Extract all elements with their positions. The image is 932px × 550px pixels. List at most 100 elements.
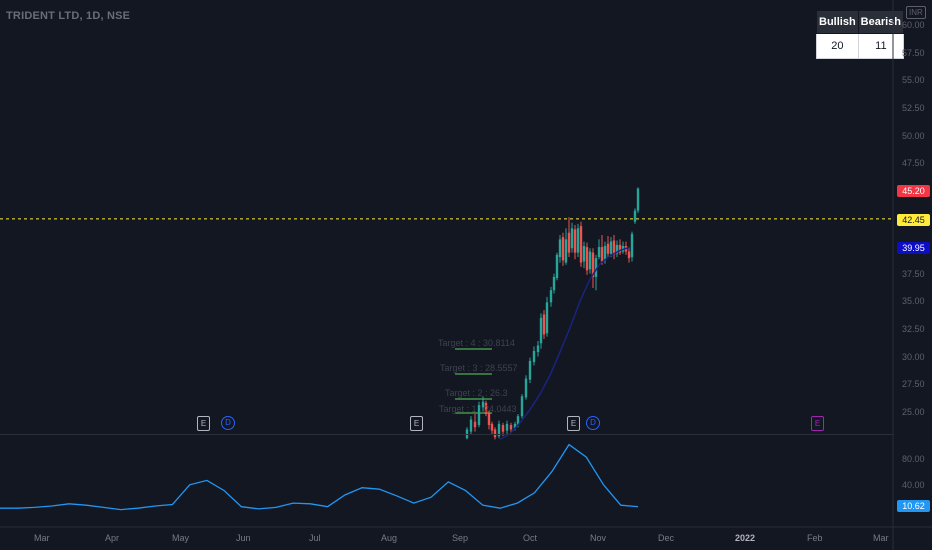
candle-body <box>591 252 595 277</box>
candle-body <box>481 401 485 408</box>
earnings-marker[interactable]: E <box>197 416 210 431</box>
price-tick: 47.50 <box>902 158 925 169</box>
pane-separator[interactable] <box>0 434 893 435</box>
candle-body <box>615 244 619 254</box>
time-tick: Jul <box>309 533 321 543</box>
dividend-marker[interactable]: D <box>221 416 235 430</box>
candle-body <box>528 360 532 380</box>
bullish-header: Bullish <box>816 10 859 34</box>
candle-body <box>567 232 571 253</box>
osc-tick-40: 40.00 <box>902 480 925 490</box>
ma-price-badge: 39.95 <box>897 242 930 254</box>
bullish-count: 20 <box>816 33 859 59</box>
candle-body <box>490 423 494 431</box>
candle-body <box>505 423 509 431</box>
price-tick: 55.00 <box>902 75 925 86</box>
candle-body <box>469 419 473 432</box>
price-tick: 35.00 <box>902 296 925 307</box>
candle-body <box>552 276 556 291</box>
candle-body <box>539 317 543 344</box>
candle-body <box>564 239 568 263</box>
candle-body <box>561 237 565 261</box>
candle-body <box>582 246 586 262</box>
price-tick: 37.50 <box>902 268 925 279</box>
candle-body <box>630 233 634 258</box>
earnings-marker[interactable]: E <box>410 416 423 431</box>
last-price-badge: 45.20 <box>897 185 930 197</box>
time-tick: Nov <box>590 533 607 543</box>
price-tick: 50.00 <box>902 130 925 141</box>
candle-body <box>555 254 559 279</box>
bearish-count: 11 <box>857 33 905 59</box>
candle-body <box>594 258 598 277</box>
candle-body <box>579 226 583 263</box>
time-tick: Dec <box>658 533 675 543</box>
chart-title: TRIDENT LTD, 1D, NSE <box>6 10 131 22</box>
time-tick: Mar <box>873 533 889 543</box>
time-tick: Oct <box>523 533 538 543</box>
price-tick: 30.00 <box>902 351 925 362</box>
price-tick: 57.50 <box>902 47 925 58</box>
candle-body <box>576 228 580 253</box>
candle-body <box>597 247 601 258</box>
candle-body <box>606 243 610 254</box>
candle-body <box>545 302 549 334</box>
candle-body <box>588 251 592 270</box>
target-label-2: Target : 2 : 26.3 <box>445 388 508 398</box>
time-tick: Feb <box>807 533 823 543</box>
candle-body <box>612 240 616 255</box>
time-tick: Mar <box>34 533 50 543</box>
candle-body <box>473 421 477 428</box>
time-tick: Sep <box>452 533 469 543</box>
target-label-1: Target : 1 : 24.0443 <box>439 404 517 414</box>
candle-body <box>573 229 577 253</box>
time-tick: May <box>172 533 190 543</box>
dividend-marker[interactable]: D <box>586 416 600 430</box>
time-tick: 2022 <box>735 533 756 543</box>
candle-body <box>609 241 613 254</box>
price-tick: 32.50 <box>902 323 925 334</box>
candle-body <box>516 416 520 426</box>
time-tick: Apr <box>105 533 120 543</box>
earnings-marker[interactable]: E <box>567 416 580 431</box>
price-tick: 60.00 <box>902 20 925 30</box>
candle-body <box>600 247 604 262</box>
candle-body <box>536 345 540 353</box>
moving-average-line <box>499 246 631 441</box>
candle-body <box>509 425 513 430</box>
price-tick: 25.00 <box>902 406 925 417</box>
oscillator-line <box>0 443 639 511</box>
candle-body <box>497 423 501 437</box>
bull-bear-stats-table: Bullish Bearish 20 11 <box>816 10 905 59</box>
currency-badge[interactable]: INR <box>906 6 926 19</box>
osc-tick-80: 80.00 <box>902 454 925 464</box>
candle-body <box>636 188 640 211</box>
candle-body <box>570 228 574 249</box>
target-label-3: Target : 3 : 28.5557 <box>440 363 518 373</box>
candle-body <box>532 350 536 363</box>
candle-body <box>627 251 631 259</box>
candle-body <box>501 425 505 432</box>
candle-body <box>477 405 481 426</box>
candle-body <box>524 378 528 398</box>
price-tick: 52.50 <box>902 102 925 113</box>
time-tick: Jun <box>236 533 251 543</box>
candle-body <box>558 239 562 258</box>
candle-body <box>542 314 546 335</box>
candle-body <box>487 412 491 426</box>
time-tick: Aug <box>381 533 398 543</box>
candle-body <box>513 423 517 429</box>
candle-body <box>493 429 497 438</box>
target-label-4: Target : 4 : 30.8114 <box>438 338 515 348</box>
candle-body <box>585 247 589 271</box>
price-tick: 27.50 <box>902 379 925 390</box>
candle-body <box>484 402 488 414</box>
candle-body <box>618 244 622 253</box>
candle-body <box>549 290 553 303</box>
candle-body <box>633 210 637 222</box>
level-price-badge: 42.45 <box>897 214 930 226</box>
candle-body <box>465 429 469 439</box>
earnings-marker-upcoming[interactable]: E <box>811 416 824 431</box>
candle-body <box>520 396 524 417</box>
